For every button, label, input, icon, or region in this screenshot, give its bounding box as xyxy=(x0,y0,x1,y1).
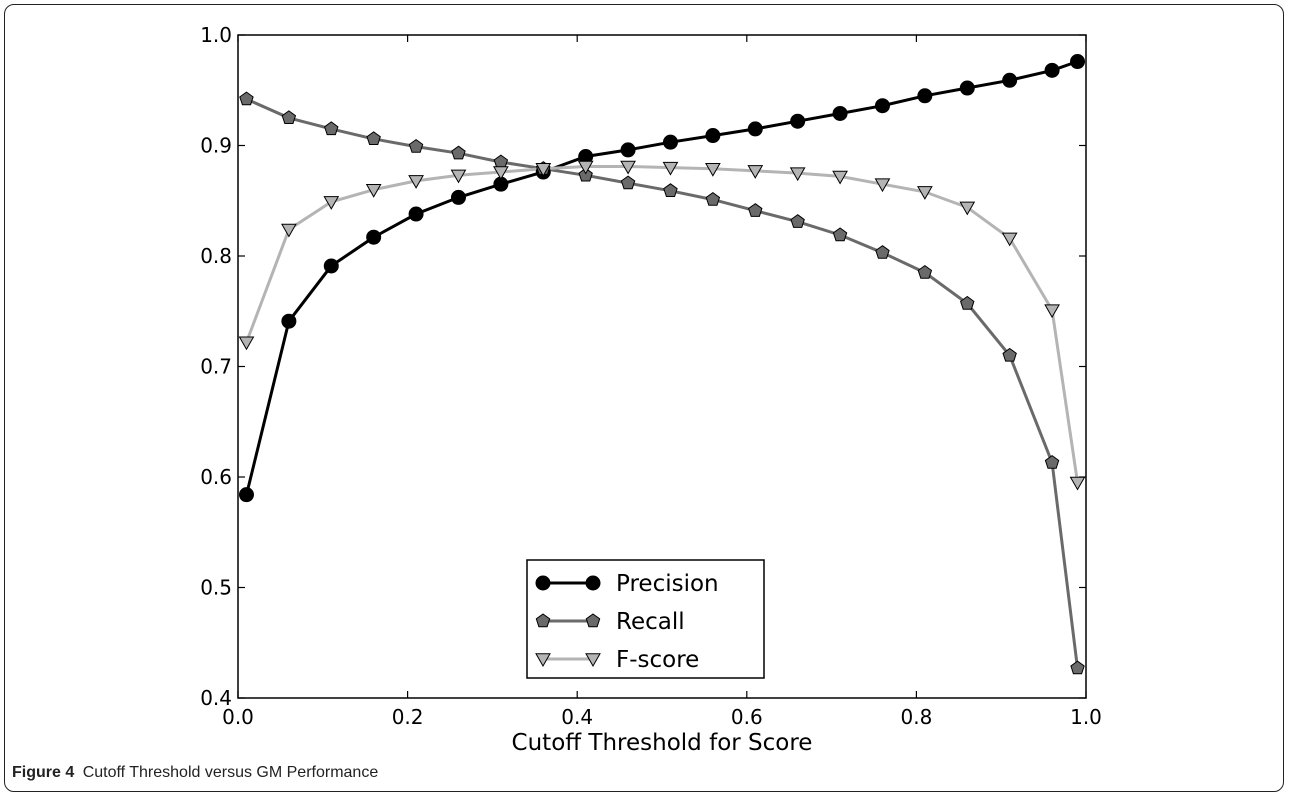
data-point-recall xyxy=(366,131,381,145)
data-point-f-score xyxy=(493,166,509,181)
data-point-precision xyxy=(959,80,975,96)
data-point-recall xyxy=(324,121,339,136)
data-point-f-score xyxy=(323,196,340,210)
data-point-f-score xyxy=(535,162,552,177)
data-point-recall xyxy=(832,227,848,242)
x-axis-label: Cutoff Threshold for Score xyxy=(512,730,813,756)
data-point-f-score xyxy=(365,183,382,198)
data-point-recall xyxy=(239,91,254,106)
data-point-recall xyxy=(620,175,636,190)
data-point-f-score xyxy=(917,186,933,200)
data-point-recall xyxy=(917,264,933,279)
figure-caption: Figure 4 Cutoff Threshold versus GM Perf… xyxy=(12,764,378,782)
legend-marker-precision xyxy=(535,575,551,591)
data-point-f-score xyxy=(1044,304,1060,319)
data-point-f-score xyxy=(874,178,891,193)
y-tick-label: 0.5 xyxy=(200,576,232,600)
caption-label: Figure 4 xyxy=(12,764,75,781)
data-point-f-score xyxy=(450,169,467,184)
data-point-recall xyxy=(748,203,763,217)
data-point-recall xyxy=(790,214,805,228)
data-point-f-score xyxy=(238,336,255,351)
legend-label-f-score: F-score xyxy=(616,647,699,673)
data-point-recall xyxy=(705,191,721,206)
data-point-recall xyxy=(1044,454,1060,469)
y-tick-label: 1.0 xyxy=(200,23,232,47)
data-point-recall xyxy=(451,145,466,160)
y-tick-label: 0.7 xyxy=(200,355,232,379)
data-point-f-score xyxy=(832,170,848,185)
data-point-f-score xyxy=(705,162,721,177)
caption-text: Cutoff Threshold versus GM Performance xyxy=(82,764,379,781)
data-point-f-score xyxy=(789,167,806,182)
data-point-recall xyxy=(1002,347,1017,362)
x-tick-label: 1.0 xyxy=(1070,705,1102,729)
data-point-f-score xyxy=(959,201,976,216)
data-point-precision xyxy=(790,113,806,129)
data-point-precision xyxy=(450,189,466,205)
data-point-f-score xyxy=(1069,476,1086,491)
y-tick-label: 0.8 xyxy=(200,244,232,268)
x-tick-label: 0.2 xyxy=(392,705,424,729)
data-point-recall xyxy=(578,167,593,182)
data-point-recall xyxy=(875,245,890,259)
data-point-recall xyxy=(281,110,297,124)
data-point-recall xyxy=(960,295,975,310)
legend-label-recall: Recall xyxy=(616,609,685,635)
data-point-f-score xyxy=(281,223,297,238)
x-tick-label: 0.0 xyxy=(222,705,254,729)
data-point-precision xyxy=(323,258,339,274)
data-point-recall xyxy=(1070,660,1085,675)
data-point-precision xyxy=(281,313,297,329)
data-point-recall xyxy=(663,183,678,197)
y-tick-label: 0.9 xyxy=(200,134,232,158)
y-tick-label: 0.4 xyxy=(200,686,232,710)
legend-marker-f-score xyxy=(585,653,601,668)
data-point-precision xyxy=(747,121,763,137)
legend-marker-precision xyxy=(585,575,601,591)
data-point-precision xyxy=(874,98,890,114)
legend-marker-f-score xyxy=(535,653,551,668)
data-point-precision xyxy=(662,134,678,150)
data-point-f-score xyxy=(662,161,679,176)
legend-label-precision: Precision xyxy=(616,571,719,597)
y-tick-label: 0.6 xyxy=(200,465,232,489)
x-tick-label: 0.4 xyxy=(561,705,593,729)
legend-marker-recall xyxy=(535,613,551,628)
data-point-precision xyxy=(917,88,933,104)
x-tick-label: 0.6 xyxy=(731,705,763,729)
data-point-f-score xyxy=(1001,232,1018,247)
data-point-f-score xyxy=(620,160,636,175)
data-point-precision xyxy=(1044,62,1060,78)
data-point-precision xyxy=(238,487,254,503)
data-point-f-score xyxy=(577,160,594,175)
data-point-recall xyxy=(408,138,424,153)
data-point-precision xyxy=(366,229,382,245)
legend: Precision Recall F-score xyxy=(526,559,765,679)
data-point-f-score xyxy=(747,165,764,179)
series-markers xyxy=(238,54,1086,675)
x-tick-label: 0.8 xyxy=(900,705,932,729)
data-point-precision xyxy=(1070,54,1086,70)
data-point-f-score xyxy=(408,175,424,189)
legend-marker-recall xyxy=(585,613,601,628)
data-point-precision xyxy=(832,105,848,121)
axis-ticks: 0.0 0.2 0.4 0.6 0.8 1.0 0.4 0.5 0.6 0.7 0.8 0.9 1.0 xyxy=(200,23,1102,729)
data-point-precision xyxy=(705,128,721,144)
data-point-precision xyxy=(1002,72,1018,88)
data-point-precision xyxy=(620,142,636,158)
data-point-precision xyxy=(408,206,424,222)
